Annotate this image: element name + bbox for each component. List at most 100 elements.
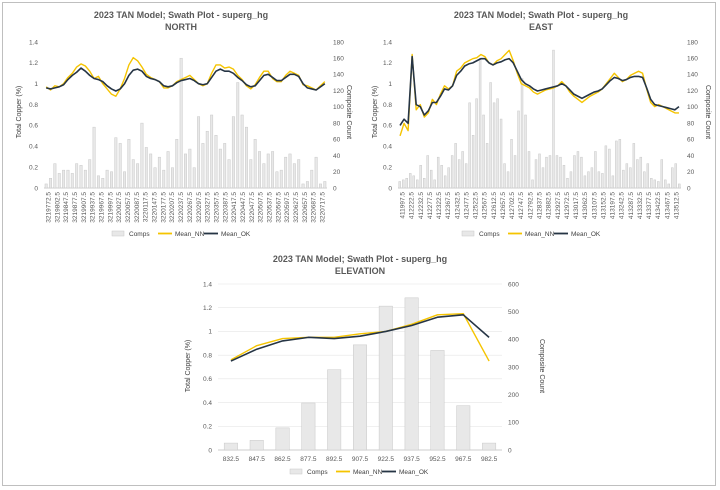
comps-bar [625, 163, 629, 189]
x-tick-label: 3220567.5 [275, 192, 282, 223]
comps-bar [201, 143, 205, 189]
legend-label: Mean_NN [353, 469, 383, 476]
comps-bar [632, 143, 636, 189]
x-tick-label: 3220237.5 [178, 192, 185, 223]
east-x-ticks: 411997.5 412222.5 412232.5 412277.5 412322.5… [400, 192, 681, 219]
comps-bar [88, 159, 92, 189]
x-tick-label: 3220597.5 [284, 192, 291, 223]
comps-bar [127, 139, 131, 189]
comps-bar [611, 175, 615, 189]
comps-bar [457, 159, 461, 189]
x-tick-label: 3220147.5 [152, 192, 159, 223]
y2-tick-label: 80 [333, 120, 341, 127]
x-tick-label: 3220447.5 [240, 192, 247, 223]
legend-label: Comps [307, 469, 328, 476]
comps-bar [608, 148, 611, 189]
comps-bar [292, 163, 296, 189]
comps-bar [569, 171, 573, 189]
elevation-chart-subtitle: ELEVATION [335, 266, 385, 276]
north-y-ticks: 0 0.2 0.4 0.6 0.8 1 1.2 1.4 [29, 39, 38, 192]
comps-bar [468, 102, 471, 189]
y2-tick-label: 0 [508, 447, 512, 454]
x-tick-label: 412882.5 [546, 192, 553, 219]
y2-tick-label: 20 [333, 169, 341, 176]
comps-bar [643, 171, 646, 189]
comps-bar [231, 116, 235, 189]
comps-bar [601, 173, 604, 189]
comps-bar [70, 173, 74, 189]
comps-bar [545, 156, 548, 189]
y2-tick-label: 40 [333, 153, 341, 160]
comps-bar [667, 183, 670, 189]
x-tick-label: 3220057.5 [125, 192, 132, 223]
comps-bar [456, 405, 471, 451]
x-tick-label: 862.5 [274, 456, 291, 463]
comps-bar [639, 156, 643, 189]
comps-bar [402, 179, 405, 189]
y2-tick-label: 0 [333, 185, 337, 192]
comps-bar [559, 156, 562, 189]
comps-bar [398, 181, 401, 189]
elevation-bars [223, 297, 497, 451]
comps-bar [240, 114, 244, 189]
x-tick-label: 967.5 [455, 456, 472, 463]
comps-bar [92, 126, 96, 189]
y2-tick-label: 60 [333, 137, 341, 144]
y-tick-label: 1.2 [383, 60, 392, 67]
comps-bar [555, 155, 559, 189]
comps-bar [587, 171, 590, 189]
comps-bar [275, 171, 279, 189]
x-tick-label: 922.5 [378, 456, 395, 463]
comps-bar [205, 130, 209, 189]
east-lines [399, 49, 680, 137]
y-tick-label: 1.4 [203, 281, 212, 288]
x-tick-label: 412837.5 [537, 192, 544, 219]
comps-bar [297, 159, 301, 189]
comps-bar [583, 175, 587, 189]
x-tick-label: 413467.5 [664, 192, 671, 219]
comps-bar [123, 171, 126, 189]
y2-tick-label: 120 [687, 88, 698, 95]
east-y2-axis-label: Composite Count [704, 85, 711, 139]
comps-bar [615, 140, 618, 189]
comps-bar [517, 110, 520, 189]
legend-label: Mean_OK [221, 231, 251, 238]
comps-bar [440, 165, 443, 189]
x-tick-label: 3220087.5 [134, 192, 141, 223]
north-x-ticks: 3219772.5 3219802.5 3219847.5 3219877.5 3219… [45, 192, 326, 223]
y-tick-label: 0.2 [29, 164, 38, 171]
x-tick-label: 3220207.5 [169, 192, 176, 223]
y2-tick-label: 300 [508, 364, 519, 371]
north-legend: Comps Mean_NN Mean_OK [111, 230, 251, 238]
comps-bar [482, 114, 485, 189]
north-bars [44, 57, 327, 189]
elevation-chart-title: 2023 TAN Model; Swath Plot - superg_hg [273, 254, 447, 264]
comps-bar [214, 135, 218, 189]
comps-bar [475, 98, 478, 189]
north-y2-axis-label: Composite Count [345, 85, 352, 139]
comps-bar [482, 442, 497, 451]
x-tick-label: 413017.5 [573, 192, 580, 219]
x-tick-label: 413197.5 [610, 192, 617, 219]
legend-label: Mean_OK [571, 231, 601, 238]
comps-bar [454, 143, 457, 189]
y2-tick-label: 400 [508, 337, 519, 344]
x-tick-label: 412477.5 [463, 192, 470, 219]
comps-bar [66, 169, 70, 189]
elevation-y-ticks: 0 0.2 0.4 0.6 0.8 1 1.2 1.4 [203, 281, 212, 454]
y2-tick-label: 40 [687, 153, 695, 160]
comps-bar [416, 179, 419, 189]
x-tick-label: 413287.5 [628, 192, 635, 219]
x-tick-label: 3219877.5 [72, 192, 79, 223]
mean-nn-line [399, 49, 679, 137]
comps-bar [179, 57, 183, 189]
x-tick-label: 3220417.5 [231, 192, 238, 223]
comps-bar [166, 151, 170, 189]
x-tick-label: 413152.5 [600, 192, 607, 219]
y2-tick-label: 180 [333, 39, 344, 46]
comps-bar [513, 155, 517, 189]
y2-tick-label: 60 [687, 137, 695, 144]
y2-tick-label: 180 [687, 39, 698, 46]
north-lines [45, 56, 326, 97]
y-tick-label: 0.6 [29, 123, 38, 130]
